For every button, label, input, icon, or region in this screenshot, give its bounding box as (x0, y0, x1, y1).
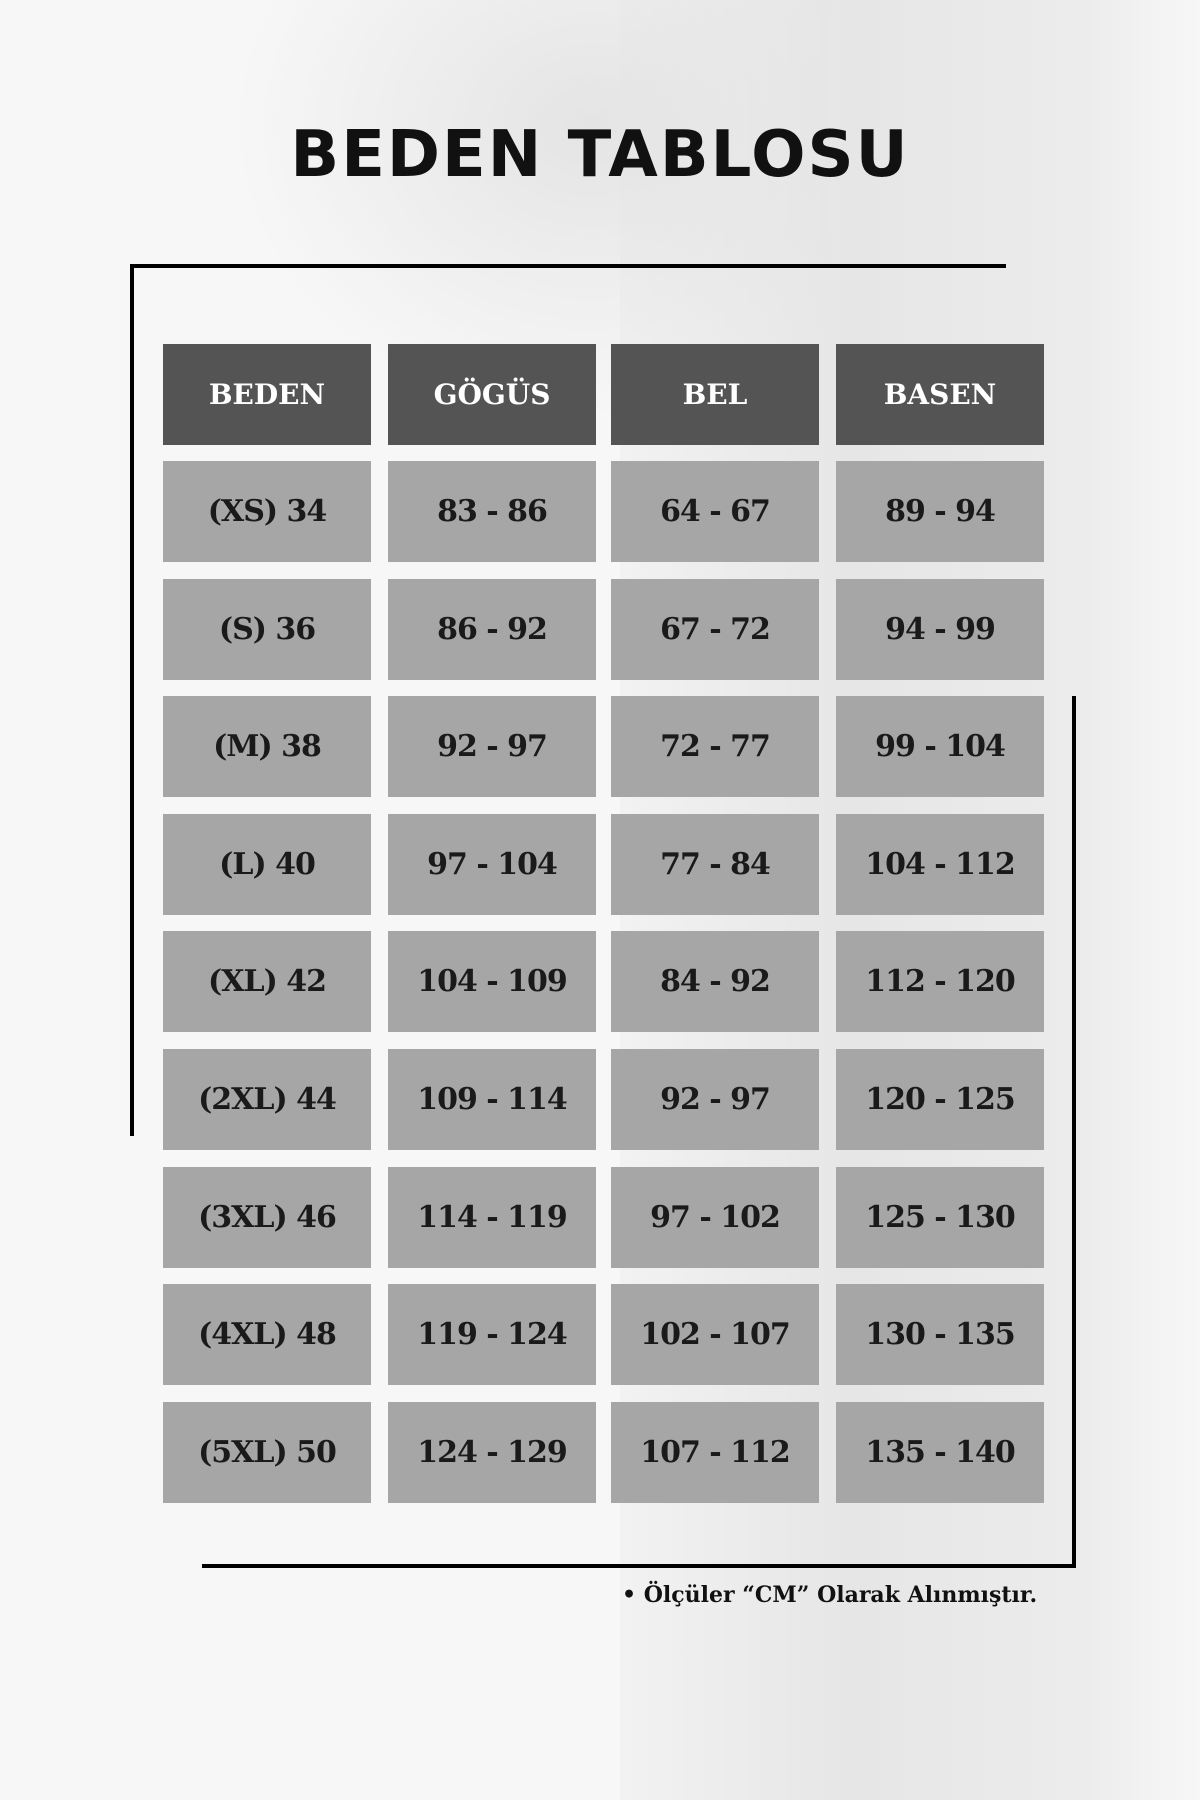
table-cell: 72 - 77 (611, 696, 819, 798)
table-cell: (3XL) 46 (163, 1166, 371, 1268)
table-cell: 104 - 109 (388, 931, 596, 1033)
table-cell: 89 - 94 (836, 461, 1044, 562)
table-cell: 130 - 135 (836, 1284, 1044, 1386)
table-cell: 124 - 129 (388, 1401, 596, 1503)
table-cell: 104 - 112 (836, 813, 1044, 915)
table-cell: 77 - 84 (611, 813, 819, 915)
table-cell: (2XL) 44 (163, 1049, 371, 1150)
column-header: BASEN (836, 344, 1044, 445)
table-cell: 119 - 124 (388, 1284, 596, 1386)
table-cell: (XS) 34 (163, 461, 371, 562)
table-cell: 83 - 86 (388, 461, 596, 562)
footnote: • Ölçüler “CM” Olarak Alınmıştır. (622, 1582, 1038, 1608)
frame-right-line (1072, 696, 1076, 1568)
table-cell: (XL) 42 (163, 931, 371, 1033)
table-cell: 109 - 114 (388, 1049, 596, 1150)
table-cell: 92 - 97 (611, 1049, 819, 1150)
table-cell: 125 - 130 (836, 1166, 1044, 1268)
table-cell: 97 - 104 (388, 813, 596, 915)
table-cell: 107 - 112 (611, 1401, 819, 1503)
frame-top-line (133, 264, 1006, 268)
table-cell: 97 - 102 (611, 1166, 819, 1268)
table-cell: 120 - 125 (836, 1049, 1044, 1150)
column-header: BEDEN (163, 344, 371, 445)
table-cell: 112 - 120 (836, 931, 1044, 1033)
table-cell: 86 - 92 (388, 578, 596, 680)
table-cell: 135 - 140 (836, 1401, 1044, 1503)
table-cell: 64 - 67 (611, 461, 819, 562)
table-cell: 102 - 107 (611, 1284, 819, 1386)
table-cell: 94 - 99 (836, 578, 1044, 680)
column-header: BEL (611, 344, 819, 445)
table-cell: (M) 38 (163, 696, 371, 798)
page-title: BEDEN TABLOSU (290, 118, 910, 192)
table-cell: 99 - 104 (836, 696, 1044, 798)
table-cell: (5XL) 50 (163, 1401, 371, 1503)
table-cell: 92 - 97 (388, 696, 596, 798)
frame-bottom-line (202, 1564, 1076, 1568)
table-cell: (S) 36 (163, 578, 371, 680)
table-cell: 114 - 119 (388, 1166, 596, 1268)
frame-left-line (130, 264, 134, 1136)
table-cell: (L) 40 (163, 813, 371, 915)
table-cell: 84 - 92 (611, 931, 819, 1033)
table-cell: (4XL) 48 (163, 1284, 371, 1386)
table-cell: 67 - 72 (611, 578, 819, 680)
column-header: GÖGÜS (388, 344, 596, 445)
